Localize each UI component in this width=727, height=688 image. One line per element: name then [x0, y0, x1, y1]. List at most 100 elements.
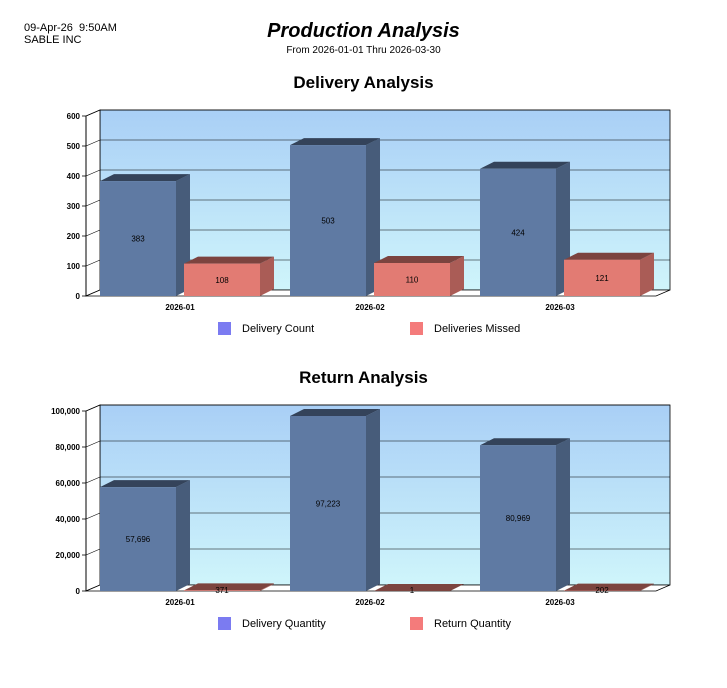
y-tick-label: 0 — [76, 292, 81, 301]
data-label: 108 — [215, 276, 229, 285]
report-timestamp: 09-Apr-26 9:50AM — [24, 22, 117, 34]
x-tick-label: 2026-03 — [545, 303, 575, 312]
legend-label: Return Quantity — [434, 618, 512, 630]
gridline-side — [85, 404, 101, 412]
return-bar-s2-2026-03 — [564, 583, 654, 591]
gridline-side — [85, 109, 101, 117]
return-bar-s1-2026-02 — [290, 408, 380, 591]
return-bar-s1-2026-01-top — [100, 480, 190, 488]
y-tick-label: 500 — [67, 142, 81, 151]
delivery-bar-s2-2026-02-side — [450, 256, 464, 296]
delivery-bar-s2-2026-03-top — [564, 252, 654, 260]
gridline-side — [85, 139, 101, 147]
delivery-bar-s2-2026-03-side — [640, 252, 654, 296]
data-label: 97,223 — [316, 499, 341, 508]
y-tick-label: 200 — [67, 232, 81, 241]
legend-swatch — [218, 617, 231, 630]
y-tick-label: 300 — [67, 202, 81, 211]
y-tick-label: 600 — [67, 112, 81, 121]
return-bar-s2-2026-01 — [184, 583, 274, 591]
return-bar-s1-2026-03-front — [480, 445, 556, 591]
return-bar-s1-2026-02-side — [366, 408, 380, 591]
plot-area — [99, 404, 671, 586]
data-label: 383 — [131, 235, 145, 244]
delivery-analysis-chart: Delivery Analysis 0 100 200 300 400 500 600 383 1… — [67, 73, 671, 335]
report-title: Production Analysis — [267, 20, 460, 42]
legend-label: Delivery Quantity — [242, 618, 326, 630]
delivery-bar-s1-2026-03-front — [480, 168, 556, 296]
return-bar-s1-2026-03 — [480, 438, 570, 591]
data-label: 1 — [410, 586, 415, 595]
chart-title: Return Analysis — [299, 368, 428, 387]
delivery-bar-s2-2026-02 — [374, 256, 464, 296]
x-tick-label: 2026-01 — [165, 598, 195, 607]
delivery-bar-s1-2026-02-top — [290, 138, 380, 146]
gridline-side — [85, 199, 101, 207]
gridline-side — [85, 169, 101, 177]
y-tick-label: 40,000 — [56, 515, 81, 524]
gridline-side — [85, 259, 101, 267]
legend-label: Deliveries Missed — [434, 323, 520, 335]
data-label: 202 — [595, 586, 609, 595]
delivery-bar-s2-2026-01-top — [184, 256, 274, 264]
y-tick-label: 20,000 — [56, 551, 81, 560]
delivery-bar-s2-2026-01-front — [184, 263, 260, 296]
data-label: 424 — [511, 228, 525, 237]
x-tick-label: 2026-01 — [165, 303, 195, 312]
gridline-side — [85, 548, 101, 556]
x-tick-label: 2026-02 — [355, 598, 385, 607]
chart-title: Delivery Analysis — [293, 73, 433, 92]
report-date-range: From 2026-01-01 Thru 2026-03-30 — [286, 45, 441, 56]
delivery-bar-s1-2026-01 — [100, 174, 190, 296]
return-bar-s1-2026-03-top — [480, 438, 570, 446]
legend-swatch — [410, 322, 423, 335]
return-bar-s2-2026-03-side — [640, 583, 654, 591]
company-name: SABLE INC — [24, 34, 82, 46]
return-bar-s1-2026-01-front — [100, 487, 176, 591]
x-tick-label: 2026-02 — [355, 303, 385, 312]
data-label: 80,969 — [506, 514, 531, 523]
legend-swatch — [218, 322, 231, 335]
return-bar-s2-2026-02 — [374, 583, 464, 591]
return-analysis-chart: Return Analysis 0 20,000 40,000 60,000 80,000… — [51, 368, 671, 630]
x-tick-label: 2026-03 — [545, 598, 575, 607]
delivery-bar-s2-2026-02-front — [374, 263, 450, 296]
gridline-side — [85, 512, 101, 520]
y-tick-label: 60,000 — [56, 479, 81, 488]
delivery-bar-s2-2026-03-front — [564, 259, 640, 296]
y-tick-label: 0 — [76, 587, 81, 596]
delivery-bar-s1-2026-01-top — [100, 174, 190, 182]
return-bar-s2-2026-02-side — [450, 583, 464, 591]
y-tick-label: 100 — [67, 262, 81, 271]
y-tick-label: 400 — [67, 172, 81, 181]
return-bar-s2-2026-03-top — [564, 583, 654, 591]
delivery-bar-s1-2026-02-front — [290, 145, 366, 296]
delivery-bar-s1-2026-03-top — [480, 161, 570, 169]
return-bar-s1-2026-01 — [100, 480, 190, 591]
y-tick-label: 80,000 — [56, 443, 81, 452]
legend-label: Delivery Count — [242, 323, 314, 335]
data-label: 503 — [321, 217, 335, 226]
return-bar-s2-2026-01-side — [260, 583, 274, 591]
gridline-side — [85, 476, 101, 484]
data-label: 371 — [215, 586, 229, 595]
y-tick-label: 100,000 — [51, 407, 80, 416]
data-label: 121 — [595, 274, 609, 283]
return-bar-s2-2026-01-front — [184, 590, 260, 591]
data-label: 110 — [406, 276, 419, 285]
delivery-bar-s1-2026-03 — [480, 161, 570, 296]
delivery-bar-s2-2026-03 — [564, 252, 654, 296]
report-meta: 09-Apr-26 9:50AM SABLE INC — [24, 22, 117, 46]
return-bar-s2-2026-02-top — [374, 583, 464, 591]
delivery-bar-s2-2026-02-top — [374, 256, 464, 263]
return-bar-s1-2026-01-side — [176, 480, 190, 591]
return-bar-s1-2026-02-front — [290, 415, 366, 591]
gridline-side — [85, 229, 101, 237]
plot-side-wall — [85, 404, 101, 592]
legend-swatch — [410, 617, 423, 630]
delivery-bar-s2-2026-01-side — [260, 256, 274, 296]
delivery-bar-s1-2026-02 — [290, 138, 380, 296]
delivery-bar-s2-2026-01 — [184, 256, 274, 296]
delivery-bar-s1-2026-02-side — [366, 138, 380, 296]
delivery-bar-s1-2026-01-front — [100, 181, 176, 296]
